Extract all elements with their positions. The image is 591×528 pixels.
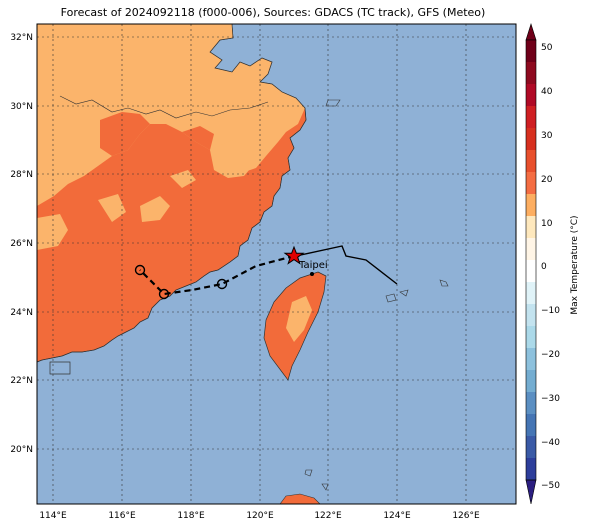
colorbar-band bbox=[526, 150, 536, 172]
land-mild-patch4 bbox=[98, 194, 126, 222]
colorbar-band bbox=[526, 128, 536, 150]
colorbar-tick: 20 bbox=[541, 175, 553, 185]
land-mild-patch1 bbox=[210, 140, 256, 178]
lat-label: 28°N bbox=[10, 170, 33, 180]
colorbar-tick: 50 bbox=[541, 43, 553, 53]
colorbar-tick: −30 bbox=[541, 394, 560, 404]
tc-track-forecast bbox=[139, 254, 295, 296]
hongkong-box bbox=[49, 361, 71, 375]
island-small-1 bbox=[385, 293, 397, 303]
lon-label: 124°E bbox=[383, 511, 411, 521]
colorbar-band bbox=[526, 282, 536, 304]
lat-label: 24°N bbox=[10, 308, 33, 318]
lon-label: 114°E bbox=[39, 511, 67, 521]
land-mild-patch3 bbox=[37, 214, 68, 250]
colorbar-band bbox=[526, 172, 536, 194]
colorbar-band bbox=[526, 304, 536, 326]
colorbar-top-extend bbox=[525, 22, 537, 41]
taiwan-mild bbox=[286, 296, 312, 342]
colorbar-tick: 40 bbox=[541, 87, 553, 97]
island-small-3 bbox=[325, 99, 341, 107]
colorbar-tick: −50 bbox=[541, 481, 560, 491]
map-title: Forecast of 2024092118 (f000-006), Sourc… bbox=[60, 6, 486, 19]
lat-label: 22°N bbox=[10, 376, 33, 386]
colorbar-band bbox=[526, 260, 536, 282]
map-frame bbox=[36, 23, 517, 505]
colorbar-band bbox=[526, 40, 536, 62]
tc-track-past bbox=[295, 245, 398, 285]
graticule bbox=[37, 24, 516, 504]
lat-label: 20°N bbox=[10, 445, 33, 455]
lon-label: 116°E bbox=[108, 511, 136, 521]
colorbar-tick: −10 bbox=[541, 306, 560, 316]
lat-labels: 32°N 30°N 28°N 26°N 24°N 22°N 20°N bbox=[10, 33, 33, 455]
colorbar-band bbox=[526, 392, 536, 414]
colorbar-tick: 30 bbox=[541, 131, 553, 141]
colorbar-band bbox=[526, 238, 536, 260]
colorbar-label: Max Temperature (°C) bbox=[570, 215, 580, 314]
lon-label: 118°E bbox=[177, 511, 205, 521]
track-point-1 bbox=[216, 278, 228, 290]
colorbar: 50 40 30 20 10 0 −10 −20 −30 −40 −50 Max… bbox=[525, 22, 580, 505]
colorbar-band bbox=[526, 106, 536, 128]
colorbar-band bbox=[526, 194, 536, 216]
land-warm-inner2 bbox=[182, 126, 214, 150]
lat-label: 32°N bbox=[10, 33, 33, 43]
colorbar-bottom-extend bbox=[525, 479, 537, 505]
lon-label: 120°E bbox=[246, 511, 274, 521]
colorbar-band bbox=[526, 216, 536, 238]
colorbar-tick: 0 bbox=[541, 262, 547, 272]
colorbar-tick: −40 bbox=[541, 438, 560, 448]
colorbar-band bbox=[526, 414, 536, 436]
colorbar-band bbox=[526, 436, 536, 458]
taipei-marker bbox=[310, 272, 314, 276]
track-point-2 bbox=[158, 288, 170, 300]
colorbar-band bbox=[526, 370, 536, 392]
colorbar-band bbox=[526, 62, 536, 84]
map-area[interactable]: Taipei bbox=[36, 23, 517, 505]
taipei-label: Taipei bbox=[298, 260, 328, 271]
colorbar-band bbox=[526, 458, 536, 480]
island-small-2 bbox=[439, 279, 449, 287]
lon-labels: 114°E 116°E 118°E 120°E 122°E 124°E 126°… bbox=[39, 511, 480, 521]
island-small-6 bbox=[399, 289, 409, 297]
track-point-3 bbox=[134, 264, 146, 276]
island-small-5 bbox=[321, 483, 329, 491]
colorbar-band bbox=[526, 84, 536, 106]
colorbar-tick: −20 bbox=[541, 350, 560, 360]
land-warm-inner bbox=[100, 112, 150, 156]
lat-label: 30°N bbox=[10, 102, 33, 112]
colorbar-band bbox=[526, 348, 536, 370]
lon-label: 126°E bbox=[452, 511, 480, 521]
land-mild-patch5 bbox=[170, 170, 196, 188]
land-mild-patch2 bbox=[140, 196, 170, 222]
colorbar-outline bbox=[525, 39, 537, 481]
river-line bbox=[59, 95, 269, 119]
colorbar-tick: 10 bbox=[541, 219, 553, 229]
lat-label: 26°N bbox=[10, 239, 33, 249]
colorbar-ticks: 50 40 30 20 10 0 −10 −20 −30 −40 −50 bbox=[541, 43, 560, 491]
storm-position-star-icon bbox=[283, 245, 305, 265]
lon-label: 122°E bbox=[314, 511, 342, 521]
colorbar-band bbox=[526, 326, 536, 348]
island-small-4 bbox=[304, 469, 313, 477]
